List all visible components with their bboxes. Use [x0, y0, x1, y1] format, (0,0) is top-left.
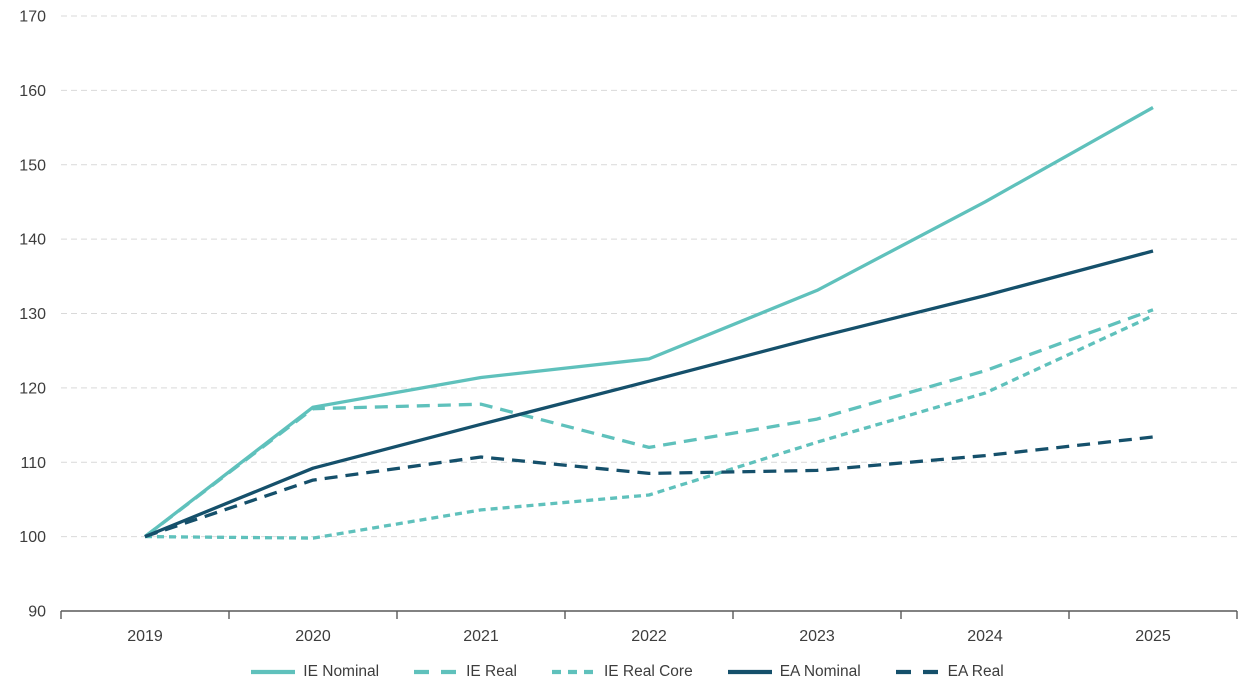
legend-line-sample-ea-nominal — [727, 669, 772, 675]
y-axis-tick-label: 160 — [19, 83, 46, 100]
legend-line-sample-ie-real — [414, 669, 459, 675]
legend: IE Nominal IE Real IE Real Core EA Nominal E… — [0, 657, 1254, 687]
x-axis-tick-label-2023: 2023 — [799, 628, 835, 645]
y-axis-tick-label: 90 — [28, 604, 46, 621]
x-axis-tick-label-2024: 2024 — [967, 628, 1003, 645]
x-axis-tick-label-2019: 2019 — [127, 628, 163, 645]
x-axis-tick-label-2021: 2021 — [463, 628, 499, 645]
series-line-ea-real — [144, 435, 1154, 539]
legend-label-ie-real: IE Real — [466, 663, 517, 680]
legend-item-ie-nominal: IE Nominal — [250, 663, 379, 681]
legend-label-ie-nominal: IE Nominal — [303, 663, 380, 680]
legend-line-sample-ie-real-core — [551, 669, 596, 675]
series-line-ie-real-core — [144, 314, 1154, 540]
y-axis-tick-label: 100 — [19, 529, 46, 546]
legend-line-sample-ie-nominal — [251, 669, 296, 675]
legend-item-ea-real: EA Real — [895, 663, 1004, 681]
y-axis-tick-label: 170 — [19, 9, 46, 26]
y-axis-tick-label: 130 — [19, 306, 46, 323]
legend-item-ie-real: IE Real — [413, 663, 517, 681]
y-axis-tick-label: 110 — [20, 455, 46, 472]
x-axis-tick-label-2020: 2020 — [295, 628, 331, 645]
legend-line-sample-ea-real — [895, 669, 940, 675]
series-line-ea-nominal — [144, 249, 1154, 539]
legend-label-ea-real: EA Real — [947, 663, 1004, 680]
y-axis-tick-label: 150 — [19, 157, 46, 174]
plot-area: 90 100 110 120 130 140 150 160 170 2019 2020 2021 20… — [19, 9, 1238, 645]
legend-item-ea-nominal: EA Nominal — [727, 663, 861, 681]
x-axis-tick-label-2022: 2022 — [631, 628, 667, 645]
y-axis-tick-label: 140 — [19, 232, 46, 249]
series-line-ie-real — [144, 308, 1154, 538]
legend-label-ie-real-core: IE Real Core — [603, 663, 693, 680]
x-axis-tick-label-2025: 2025 — [1135, 628, 1171, 645]
y-axis-tick-label: 120 — [19, 380, 46, 397]
legend-label-ea-nominal: EA Nominal — [779, 663, 861, 680]
legend-item-ie-real-core: IE Real Core — [551, 663, 693, 681]
